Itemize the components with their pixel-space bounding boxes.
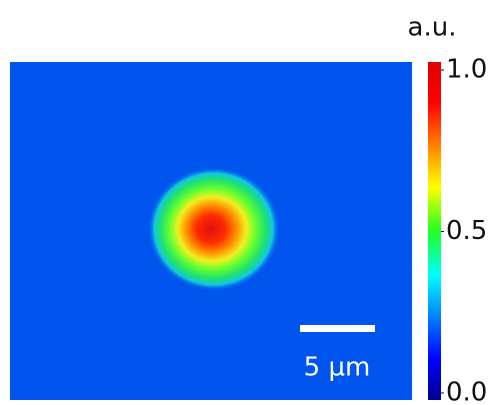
colorbar bbox=[428, 62, 441, 400]
colorbar-tick-label: 0.0 bbox=[446, 378, 487, 405]
figure: 5 µm a.u. 1.0 0.5 0.0 bbox=[0, 0, 498, 405]
colorbar-tick-label: 1.0 bbox=[446, 55, 487, 85]
colorbar-unit: a.u. bbox=[408, 13, 457, 43]
colorbar-tick-label: 0.5 bbox=[446, 216, 487, 246]
scale-bar-label: 5 µm bbox=[304, 353, 371, 383]
intensity-spot bbox=[148, 167, 280, 291]
scale-bar bbox=[300, 325, 375, 332]
